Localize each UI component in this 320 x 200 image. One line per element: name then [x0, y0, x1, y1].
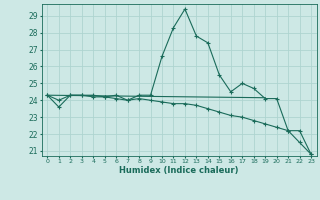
X-axis label: Humidex (Indice chaleur): Humidex (Indice chaleur) — [119, 166, 239, 175]
